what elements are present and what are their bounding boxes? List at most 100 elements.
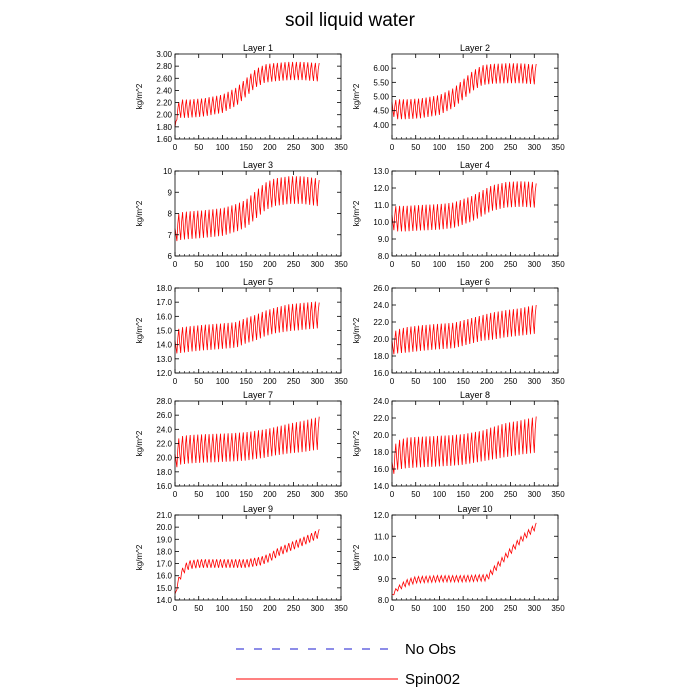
y-tick-label: 5.00 (373, 93, 389, 102)
x-tick-label: 250 (504, 604, 518, 613)
x-tick-label: 150 (239, 604, 253, 613)
y-tick-label: 2.00 (156, 111, 172, 120)
x-tick-label: 350 (334, 377, 348, 386)
x-tick-label: 50 (194, 377, 203, 386)
y-tick-label: 12.0 (373, 184, 389, 193)
panel-title: Layer 9 (243, 504, 273, 514)
x-tick-label: 100 (433, 490, 447, 499)
x-tick-label: 200 (480, 490, 494, 499)
x-tick-label: 350 (551, 260, 565, 269)
plot-frame (174, 514, 342, 601)
panel-layer-5: Layer 5 kg/m^2 0 50 100 150 200 250 300 350 12.0 13… (135, 277, 348, 386)
y-tick-label: 20.0 (156, 523, 172, 532)
x-tick-label: 0 (390, 260, 395, 269)
panel-title: Layer 8 (460, 390, 490, 400)
y-tick-label: 22.0 (373, 318, 389, 327)
x-tick-label: 250 (504, 260, 518, 269)
x-tick-label: 200 (480, 143, 494, 152)
y-tick-label: 11.0 (374, 532, 390, 541)
y-tick-label: 18.0 (156, 547, 172, 556)
panels-grid: Layer 1kg/m^20 50 100 150 200 250 300 3501.601.… (135, 43, 565, 613)
y-tick-label: 24.0 (373, 397, 389, 406)
x-tick-label: 300 (528, 604, 542, 613)
panel-layer-8: Layer 8 kg/m^2 0 50 100 150 200 250 300 350 14.0 16… (352, 390, 565, 499)
plot-frame (391, 170, 559, 257)
x-tick-label: 350 (551, 377, 565, 386)
y-tick-label: 8.0 (378, 252, 390, 261)
y-tick-label: 5.50 (373, 78, 389, 87)
panel-title: Layer 10 (457, 504, 492, 514)
x-tick-label: 100 (216, 260, 230, 269)
x-tick-label: 150 (239, 377, 253, 386)
x-tick-label: 0 (390, 604, 395, 613)
plot-frame (391, 287, 559, 374)
y-tick-label: 18.0 (156, 468, 172, 477)
plot-frame (174, 53, 342, 140)
x-tick-label: 200 (263, 604, 277, 613)
y-tick-label: 1.60 (156, 135, 172, 144)
plot-frame (391, 400, 559, 487)
y-axis-label: kg/m^2 (135, 544, 144, 570)
y-tick-label: 2.80 (156, 62, 172, 71)
y-tick-label: 11.0 (374, 201, 390, 210)
x-tick-label: 350 (551, 490, 565, 499)
x-tick-label: 0 (390, 490, 395, 499)
y-tick-label: 6 (168, 252, 173, 261)
x-tick-label: 300 (311, 143, 325, 152)
series-line-spin002 (391, 416, 537, 474)
y-tick-label: 13.0 (373, 167, 389, 176)
x-tick-label: 350 (551, 604, 565, 613)
y-tick-label: 21.0 (156, 511, 172, 520)
panel-title: Layer 2 (460, 43, 490, 53)
y-tick-label: 16.0 (156, 312, 172, 321)
legend: No Obs Spin002 (236, 641, 460, 688)
y-tick-label: 9.0 (378, 235, 390, 244)
x-tick-label: 50 (194, 490, 203, 499)
x-tick-label: 300 (311, 377, 325, 386)
plot-frame (174, 400, 342, 487)
x-tick-label: 0 (173, 604, 178, 613)
plot-frame (174, 287, 342, 374)
x-tick-label: 50 (194, 143, 203, 152)
plot-frame (391, 53, 559, 140)
y-tick-label: 26.0 (156, 411, 172, 420)
y-tick-label: 20.0 (156, 454, 172, 463)
x-tick-label: 50 (411, 260, 420, 269)
x-tick-label: 250 (504, 490, 518, 499)
legend-label-spin002: Spin002 (405, 671, 460, 688)
y-axis-label: kg/m^2 (352, 430, 361, 456)
y-tick-label: 4.50 (373, 107, 389, 116)
panel-layer-1: Layer 1 kg/m^2 0 50 100 150 200 250 300 350 1.60 1.… (135, 43, 348, 152)
y-tick-label: 18.0 (373, 448, 389, 457)
panel-layer-10: Layer 10 kg/m^2 0 50 100 150 200 250 300 350 8.0 9.… (352, 504, 565, 613)
x-tick-label: 150 (456, 377, 470, 386)
y-tick-label: 12.0 (373, 511, 389, 520)
y-tick-label: 26.0 (373, 284, 389, 293)
x-tick-label: 250 (287, 143, 301, 152)
y-axis-label: kg/m^2 (352, 317, 361, 343)
x-tick-label: 200 (263, 490, 277, 499)
y-tick-label: 19.0 (156, 535, 172, 544)
y-tick-label: 6.00 (373, 64, 389, 73)
x-tick-label: 250 (287, 604, 301, 613)
y-axis-label: kg/m^2 (352, 200, 361, 226)
x-tick-label: 0 (173, 377, 178, 386)
series-line-spin002 (391, 181, 537, 232)
x-tick-label: 0 (173, 143, 178, 152)
x-tick-label: 150 (456, 490, 470, 499)
x-tick-label: 200 (480, 604, 494, 613)
x-tick-label: 300 (311, 490, 325, 499)
x-tick-label: 350 (334, 604, 348, 613)
y-tick-label: 24.0 (156, 425, 172, 434)
x-tick-label: 300 (311, 604, 325, 613)
x-tick-label: 200 (263, 143, 277, 152)
y-axis-label: kg/m^2 (135, 200, 144, 226)
y-tick-label: 14.0 (373, 482, 389, 491)
panel-layer-3: Layer 3 kg/m^2 0 50 100 150 200 250 300 350 6 7 8 9 10 (135, 160, 348, 269)
panel-layer-6: Layer 6 kg/m^2 0 50 100 150 200 250 300 350 16.0 18… (352, 277, 565, 386)
y-axis-label: kg/m^2 (352, 544, 361, 570)
series-line-spin002 (391, 304, 537, 355)
x-tick-label: 50 (411, 604, 420, 613)
series-line-spin002 (174, 301, 320, 354)
x-tick-label: 250 (287, 260, 301, 269)
